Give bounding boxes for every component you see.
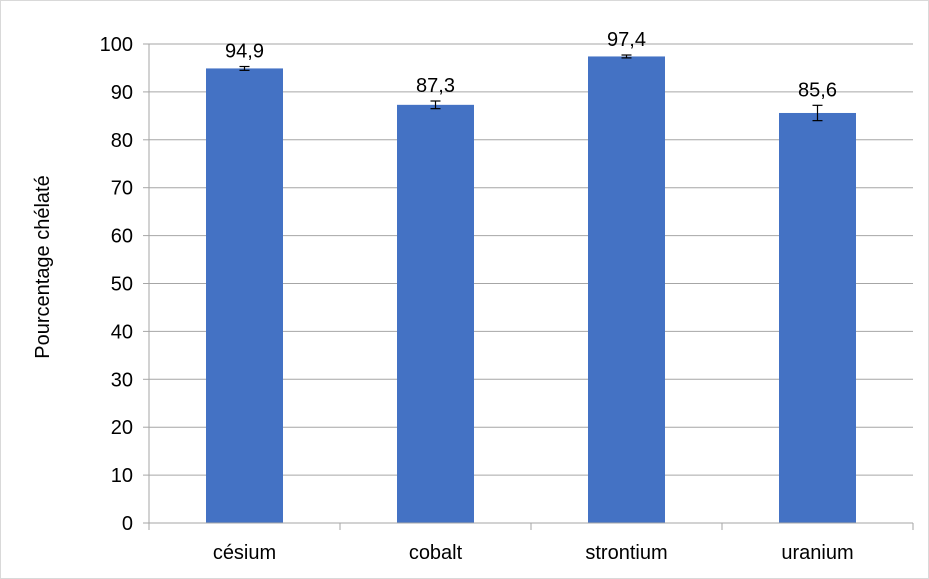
bar — [779, 112, 856, 523]
bar — [588, 56, 665, 523]
x-tick-label: strontium — [585, 542, 667, 564]
y-axis-title: Pourcentage chélaté — [32, 175, 54, 358]
y-tick-label: 20 — [111, 417, 133, 439]
error-bars — [239, 54, 823, 122]
bars — [206, 56, 856, 523]
y-tick-label: 80 — [111, 130, 133, 152]
data-label: 94,9 — [225, 41, 264, 63]
axes: 0 10 20 30 40 50 60 70 80 90 100 césium cobalt stront… — [100, 34, 914, 564]
y-tick-label: 100 — [100, 34, 133, 56]
y-tick-label: 50 — [111, 274, 133, 296]
data-label: 85,6 — [798, 79, 837, 101]
y-tick-label: 30 — [111, 369, 133, 391]
bar — [206, 68, 283, 523]
x-tick-label: césium — [213, 542, 276, 564]
data-label: 87,3 — [416, 75, 455, 97]
y-tick-label: 60 — [111, 226, 133, 248]
data-label: 97,4 — [607, 29, 646, 51]
data-labels: 94,9 87,3 97,4 85,6 — [225, 29, 837, 101]
y-tick-label: 0 — [122, 513, 133, 535]
bar — [397, 104, 474, 523]
y-tick-label: 10 — [111, 465, 133, 487]
y-tick-label: 40 — [111, 321, 133, 343]
y-tick-label: 70 — [111, 178, 133, 200]
x-tick-label: uranium — [781, 542, 853, 564]
x-tick-label: cobalt — [409, 542, 463, 564]
y-tick-label: 90 — [111, 82, 133, 104]
